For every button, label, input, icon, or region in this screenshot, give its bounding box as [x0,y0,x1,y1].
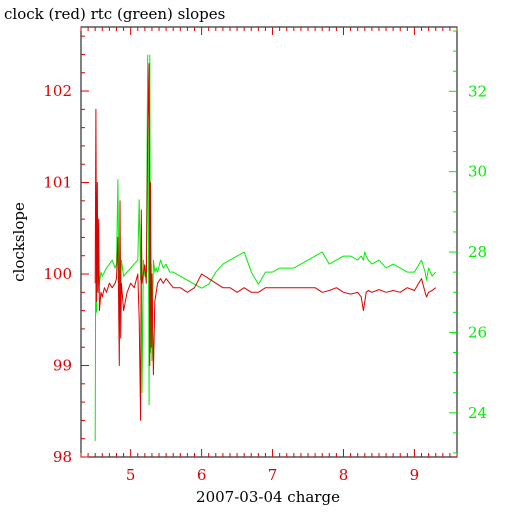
x-tick-label: 6 [197,466,207,484]
y-left-tick-label: 100 [43,265,72,283]
y-right-tick-label: 26 [468,323,487,341]
x-tick-label: 9 [410,466,420,484]
y-left-tick-label: 98 [53,448,72,466]
y-left-tick-label: 102 [43,82,72,100]
y-left-tick-label: 99 [53,357,72,375]
x-axis-label: 2007-03-04 charge [196,488,340,506]
series-layer [94,54,437,441]
chart-title: clock (red) rtc (green) slopes [4,5,225,23]
y-axis-label-left: clockslope [10,202,28,282]
y-right-tick-label: 32 [468,82,487,100]
y-left-tick-label: 101 [43,174,72,192]
x-tick-label: 7 [268,466,278,484]
y-right-tick-label: 24 [468,404,487,422]
series-line-clock [94,63,437,421]
y-right-tick-label: 30 [468,163,487,181]
series-line-rtc [94,54,437,441]
x-tick-label: 5 [126,466,136,484]
tick-layer: 5 6 7 8 9 98 99 100 101 102 24 26 28 30 32 [43,27,487,484]
x-tick-label: 8 [339,466,349,484]
y-right-tick-label: 28 [468,243,487,261]
plot-frame [80,26,458,458]
